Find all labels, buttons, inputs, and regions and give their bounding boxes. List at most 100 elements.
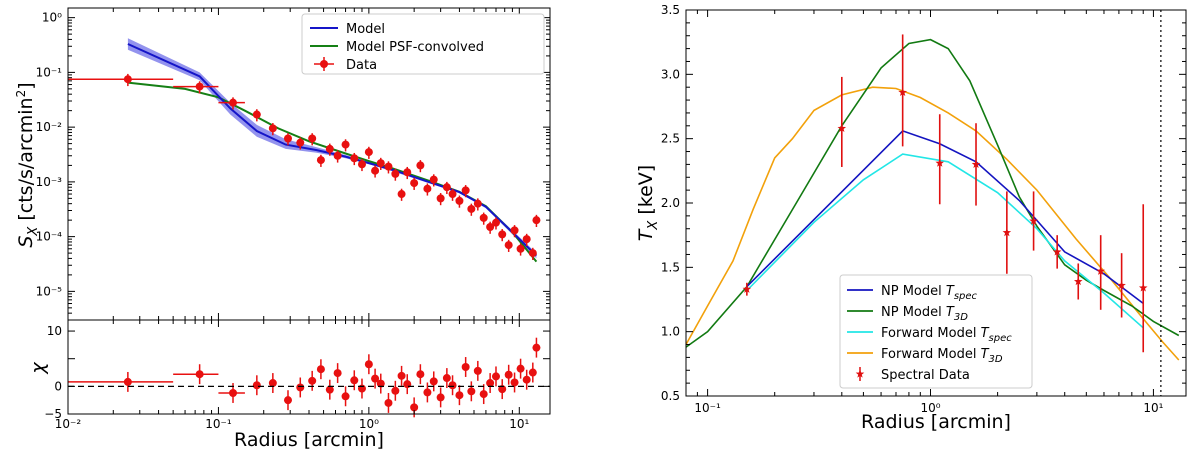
data-point	[416, 161, 425, 170]
data-point	[229, 98, 238, 107]
y-tick-label: 10⁻²	[36, 120, 63, 134]
residual-point	[528, 368, 537, 377]
y-tick-label: 10⁻¹	[36, 65, 63, 79]
data-point	[316, 156, 325, 165]
spectral-point	[1029, 216, 1038, 225]
legend-label: Forward Model T3D	[881, 347, 1003, 365]
data-point	[486, 222, 495, 231]
x-tick-label: 10¹	[509, 417, 529, 431]
residual-point	[384, 398, 393, 407]
y-tick-label: 10⁻⁵	[36, 284, 63, 298]
residual-point	[350, 376, 359, 385]
data-point	[455, 196, 464, 205]
spectral-point	[1002, 228, 1012, 237]
residual-point	[473, 366, 482, 375]
residual-point	[308, 376, 317, 385]
left-residual-plot: 10⁻² 10⁻¹ 10⁰ 10¹ 10 0 −5	[44, 319, 551, 431]
y-tick-label: 3.5	[661, 3, 680, 17]
data-point	[403, 168, 412, 177]
data-point	[491, 218, 500, 227]
residual-point	[510, 378, 519, 387]
data-point	[436, 194, 445, 203]
residual-point	[522, 375, 531, 384]
model-lines	[127, 43, 538, 263]
data-point	[516, 244, 525, 253]
y-tick-label: 10⁰	[42, 11, 62, 25]
left-legend: Model Model PSF-convolved Data	[301, 13, 545, 75]
residual-point	[410, 403, 419, 412]
forward-model-t3d-line	[685, 86, 1180, 361]
spectral-point	[971, 159, 981, 169]
right-y-axis-label: TX [keV]	[635, 165, 661, 241]
residual-point	[333, 369, 342, 378]
y-tick-label: −5	[44, 407, 62, 421]
data-point	[522, 235, 531, 244]
model-band	[127, 38, 537, 259]
data-point	[357, 160, 366, 169]
residual-point	[448, 381, 457, 390]
data-point	[268, 124, 277, 133]
left-y-axis-label: SX [cts/s/arcmin2]	[14, 82, 41, 247]
left-residual-ticks: 10⁻² 10⁻¹ 10⁰ 10¹ 10 0 −5	[44, 320, 550, 431]
model-psf-convolved-line	[127, 81, 538, 263]
y-tick-label: 1.5	[661, 260, 680, 274]
residual-point	[486, 379, 495, 388]
y-tick-label: 2.0	[661, 196, 680, 210]
spectral-point	[1117, 280, 1126, 289]
right-x-axis-label: Radius [arcmin]	[861, 411, 1011, 433]
residual-point	[498, 385, 507, 394]
spectral-point	[742, 284, 752, 293]
spectral-data-points	[742, 34, 1148, 353]
residual-point	[491, 372, 500, 381]
right-legend: NP Model Tspec NP Model T3D Forward Model …	[839, 274, 1033, 389]
residual-point	[461, 363, 470, 371]
data-point	[391, 169, 400, 178]
right-plot: 10⁻¹ 10⁰ 10¹ 0.5 1.0 1.5 2.0 2.5 3.0 3.5 NP Model…	[661, 3, 1187, 415]
data-point	[384, 162, 393, 171]
residual-point	[516, 364, 525, 373]
data-point	[397, 190, 406, 199]
residual-point	[229, 388, 238, 397]
data-point	[376, 159, 385, 168]
residual-point	[364, 360, 373, 369]
y-tick-label: 0	[54, 379, 62, 393]
data-point	[325, 144, 334, 153]
legend-swatch	[855, 369, 865, 378]
spectral-point	[1052, 247, 1062, 256]
y-tick-label: 3.0	[661, 67, 680, 81]
data-point	[532, 216, 541, 225]
residual-point	[479, 390, 488, 399]
data-point	[448, 190, 457, 199]
data-point	[195, 82, 204, 91]
residual-point	[341, 392, 350, 401]
data-point	[410, 179, 419, 188]
data-point	[423, 184, 432, 193]
data-point	[467, 204, 476, 213]
left-x-axis-label: Radius [arcmin]	[234, 429, 384, 451]
data-point	[504, 241, 513, 250]
forward-model-tspec-line	[746, 153, 1144, 329]
legend-box	[301, 13, 545, 75]
x-tick-label: 10⁻¹	[694, 401, 721, 415]
residual-point	[268, 379, 277, 388]
legend-box	[839, 274, 1033, 389]
data-point	[510, 226, 519, 235]
spectral-point	[1138, 283, 1148, 292]
residual-point	[397, 371, 406, 380]
model-uncertainty-band	[127, 38, 537, 259]
data-point	[333, 151, 342, 160]
residual-point	[325, 385, 334, 394]
residual-point	[316, 365, 325, 374]
legend-swatch	[320, 60, 328, 68]
data-point	[498, 230, 507, 239]
residual-point	[371, 374, 380, 383]
left-main-plot: 10⁰ 10⁻¹ 10⁻² 10⁻³ 10⁻⁴ 10⁻⁵ Model Model PSF-c…	[36, 7, 551, 321]
legend-label: Spectral Data	[881, 368, 970, 383]
data-point	[252, 110, 261, 119]
spectral-point	[935, 158, 945, 167]
residual-point	[436, 393, 445, 402]
residual-point	[252, 381, 261, 390]
data-point	[350, 154, 359, 163]
residual-point	[283, 396, 292, 405]
